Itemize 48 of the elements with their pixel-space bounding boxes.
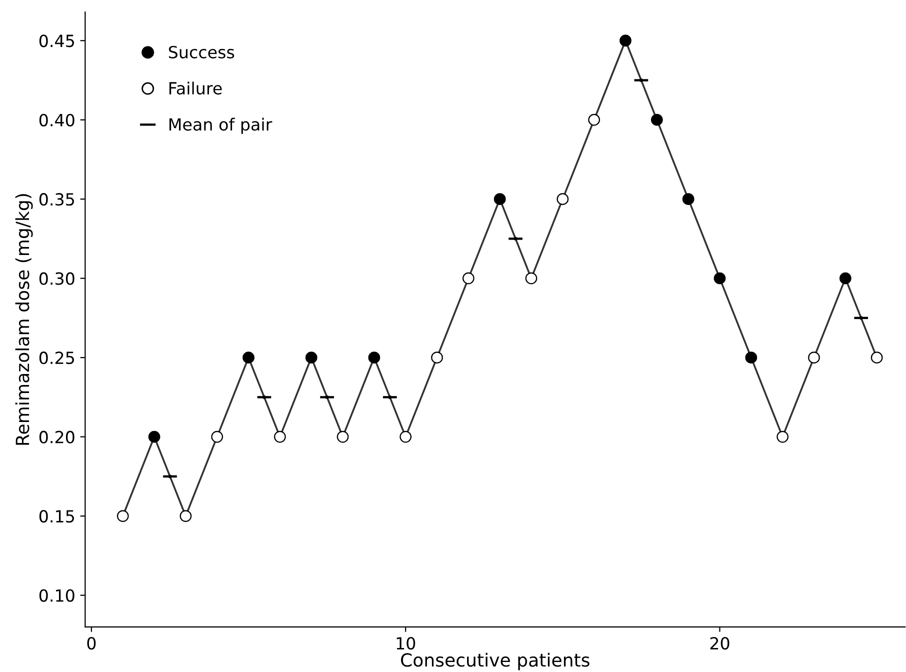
legend-label: Failure: [169, 82, 222, 95]
x-tick-label: 10: [396, 636, 416, 650]
point: [368, 352, 380, 364]
y-tick-label: 0.40: [39, 114, 74, 126]
point: [462, 272, 474, 284]
point: [808, 352, 820, 364]
point: [525, 272, 538, 284]
y-tick-label: 0.25: [39, 352, 74, 364]
point: [870, 352, 883, 364]
y-tick-label: 0.20: [39, 430, 74, 444]
point: [274, 430, 286, 443]
point: [211, 430, 224, 443]
point: [116, 510, 129, 522]
point: [776, 430, 789, 443]
point: [148, 430, 160, 443]
point: [839, 272, 852, 284]
point: [262, 395, 266, 399]
x-axis-title: Consecutive patients: [401, 652, 590, 670]
legend-label: Success: [168, 46, 234, 58]
point: [168, 474, 172, 478]
point: [180, 510, 192, 522]
y-axis-title: Remimazolam dose (mg/kg): [15, 194, 33, 445]
x-tick-label: 0: [87, 636, 96, 650]
point: [588, 114, 600, 126]
point: [305, 352, 318, 364]
point: [620, 34, 632, 47]
point: [325, 395, 329, 399]
point: [859, 316, 863, 320]
point: [682, 193, 694, 206]
point: [431, 352, 443, 364]
y-tick-label: 0.10: [39, 589, 74, 602]
y-tick-label: 0.35: [39, 193, 74, 206]
point: [242, 352, 254, 364]
point: [494, 193, 506, 206]
y-tick-label: 0.30: [39, 272, 74, 285]
point: [336, 430, 349, 443]
point: [556, 193, 569, 206]
point: [514, 236, 518, 241]
point: [650, 114, 663, 126]
y-tick-label: 0.15: [39, 510, 74, 523]
y-tick-label: 0.45: [39, 34, 74, 48]
point: [639, 78, 644, 82]
point: [400, 430, 412, 443]
point: [745, 352, 758, 364]
point: [388, 395, 392, 399]
point: [714, 272, 726, 284]
x-tick-label: 20: [710, 636, 730, 650]
legend-label: Mean of pair: [169, 118, 272, 134]
